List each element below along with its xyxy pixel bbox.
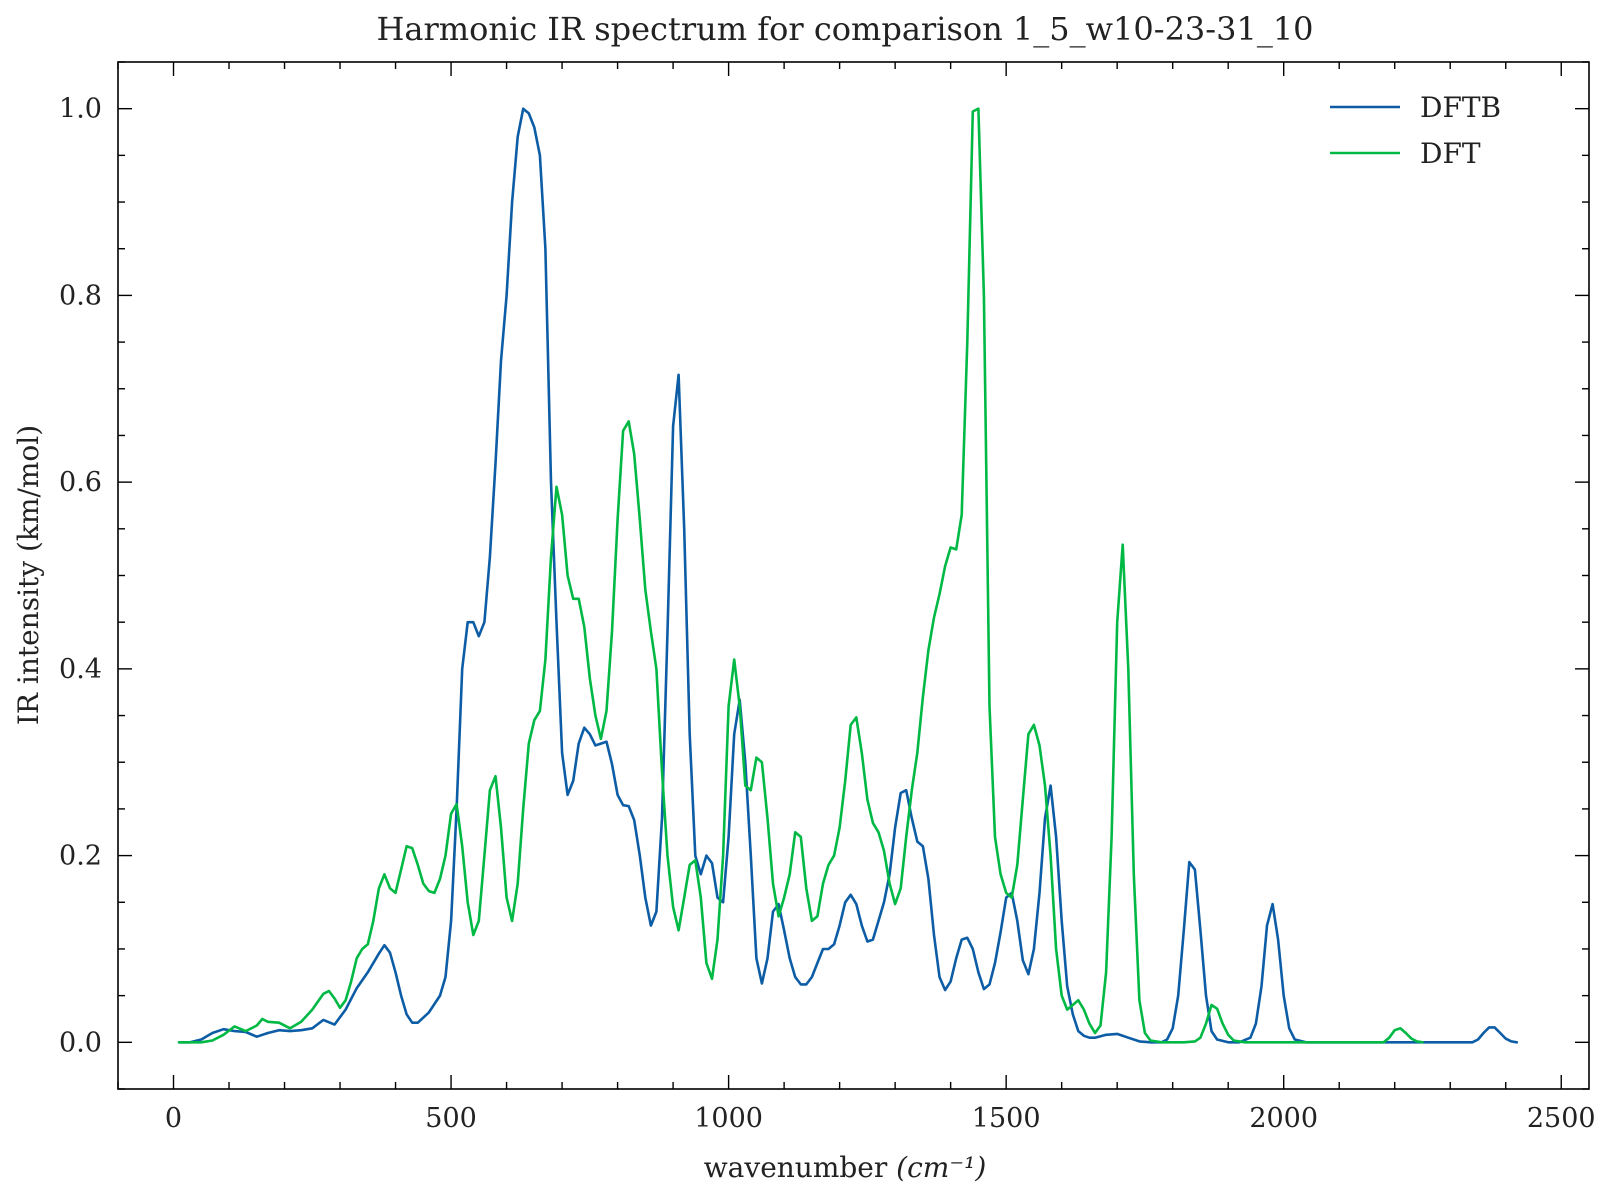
tick-layer [117, 61, 1589, 1090]
series-line-dftb [177, 107, 1519, 1044]
legend-label-dftb: DFTB [1420, 91, 1501, 124]
y-tick-label: 0.4 [59, 654, 102, 685]
series-layer [177, 107, 1519, 1044]
chart-title: Harmonic IR spectrum for comparison 1_5_… [376, 10, 1313, 48]
y-tick-label: 0.8 [59, 280, 102, 311]
y-axis-label: IR intensity (km/mol) [12, 425, 45, 725]
y-tick-label: 0.2 [59, 841, 102, 872]
x-tick-label: 0 [165, 1103, 182, 1134]
x-tick-labels: 0 500 1000 1500 2000 2500 [165, 1103, 1596, 1134]
x-tick-label: 2500 [1527, 1103, 1596, 1134]
y-tick-label: 1.0 [59, 94, 102, 125]
x-tick-label: 500 [425, 1103, 477, 1134]
legend-label-dft: DFT [1420, 137, 1481, 170]
x-axis-label-text: wavenumber [704, 1151, 888, 1184]
plot-frame [117, 61, 1590, 1090]
legend: DFTB DFT [1330, 91, 1501, 170]
y-tick-labels: 0.0 0.2 0.4 0.6 0.8 1.0 [59, 94, 102, 1059]
x-tick-label: 1000 [694, 1103, 763, 1134]
x-axis-label: wavenumber (cm⁻¹) [704, 1151, 987, 1184]
y-tick-label: 0.6 [59, 467, 102, 498]
series-line-dft [177, 107, 1424, 1044]
x-axis-label-unit: (cm⁻¹) [896, 1151, 986, 1184]
x-tick-label: 2000 [1249, 1103, 1318, 1134]
y-tick-label: 0.0 [59, 1027, 102, 1058]
plot-area: 0 500 1000 1500 2000 2500 0.0 0.2 0.4 0.6 0.8 1.0 [59, 61, 1596, 1134]
x-tick-label: 1500 [972, 1103, 1041, 1134]
